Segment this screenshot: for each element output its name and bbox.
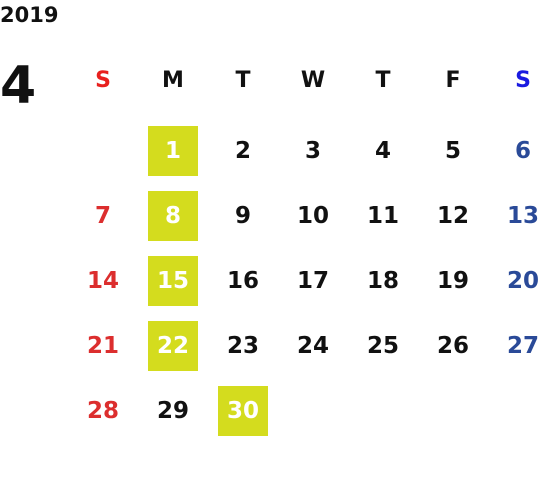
day-cell: 6 (514, 138, 531, 164)
day-cell: 3 (304, 138, 321, 164)
day-cell: 27 (506, 333, 539, 359)
weekday: T (375, 68, 391, 93)
day-cell: 17 (296, 268, 329, 294)
day-cell: 22 (148, 321, 198, 371)
day-cell: 20 (506, 268, 539, 294)
weekday: S (515, 68, 531, 93)
weekday: M (162, 68, 184, 93)
day-cell: 12 (436, 203, 469, 229)
weekday: W (300, 68, 326, 93)
day-cell: 21 (86, 333, 119, 359)
day-cell: 28 (86, 398, 119, 424)
day-cell: 14 (86, 268, 119, 294)
day-cell: 25 (366, 333, 399, 359)
day-cell: 23 (226, 333, 259, 359)
day-cell: 18 (366, 268, 399, 294)
weekday: S (95, 68, 111, 93)
day-cell: 30 (218, 386, 268, 436)
day-cell: 24 (296, 333, 329, 359)
day-cell: 10 (296, 203, 329, 229)
day-cell: 5 (444, 138, 461, 164)
month: 4 (0, 56, 37, 116)
day-cell: 15 (148, 256, 198, 306)
day-cell: 19 (436, 268, 469, 294)
day-cell: 11 (366, 203, 399, 229)
day-cell: 16 (226, 268, 259, 294)
year: 2019 (0, 3, 59, 27)
day-cell: 8 (148, 191, 198, 241)
day-cell: 13 (506, 203, 539, 229)
day-cell: 26 (436, 333, 469, 359)
day-cell: 7 (94, 203, 111, 229)
weekday: T (235, 68, 251, 93)
day-cell: 1 (148, 126, 198, 176)
day-cell: 2 (234, 138, 251, 164)
weekday: F (445, 68, 461, 93)
day-cell: 9 (234, 203, 251, 229)
day-cell: 29 (156, 398, 189, 424)
day-cell: 4 (374, 138, 391, 164)
